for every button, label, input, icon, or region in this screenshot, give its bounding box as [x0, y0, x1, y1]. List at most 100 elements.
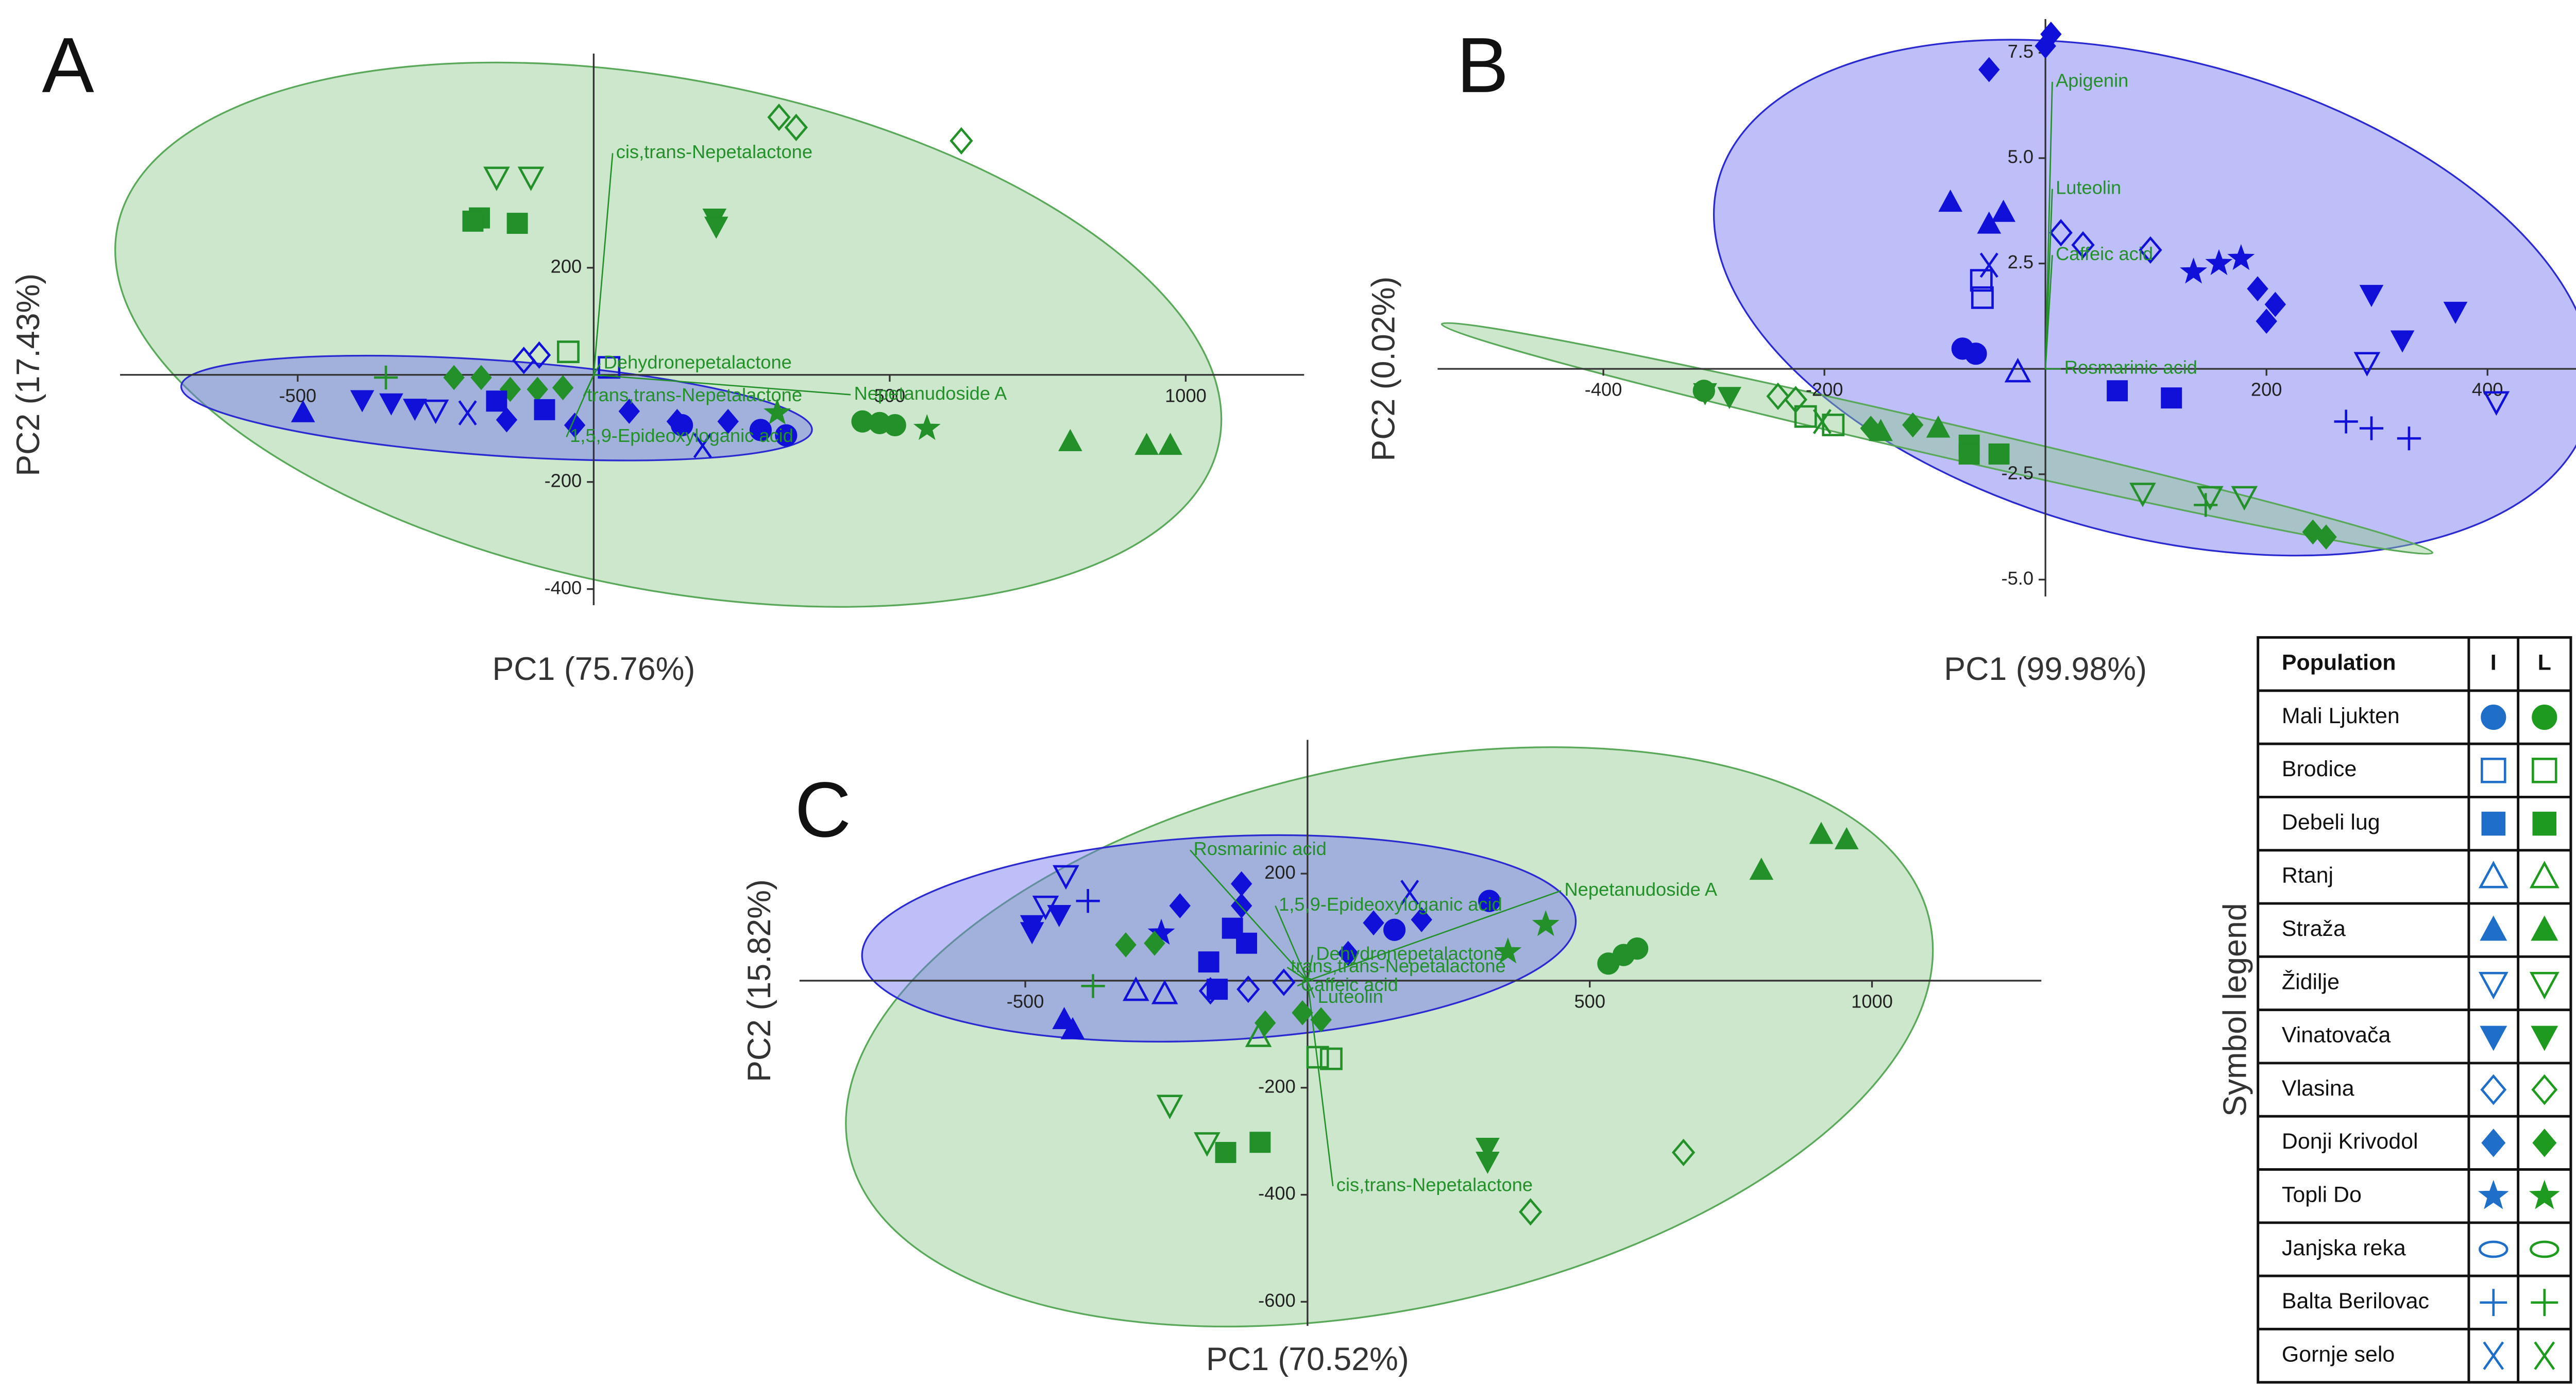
- point: [1411, 907, 1432, 932]
- x-tick-label: -500: [1007, 990, 1044, 1012]
- point: [2205, 249, 2233, 276]
- loading-label: Caffeic acid: [2056, 243, 2153, 264]
- point: [1053, 865, 1079, 890]
- point: [1060, 1017, 1085, 1039]
- point: [374, 365, 398, 390]
- point: [2071, 231, 2095, 259]
- point: [1249, 1132, 1271, 1153]
- point: [534, 399, 555, 420]
- legend-population: Vinatovača: [2282, 1023, 2391, 1048]
- loading-label: cis,trans-Nepetalactone: [1336, 1174, 1533, 1195]
- x-tick-label: -200: [1806, 379, 1843, 400]
- x-tick-label: 1000: [1851, 990, 1893, 1012]
- point: [517, 166, 545, 192]
- point: [1476, 1151, 1500, 1174]
- point: [1383, 918, 1406, 941]
- point: [1363, 910, 1384, 936]
- x-tick-label: -400: [1585, 379, 1622, 400]
- confidence-ellipse: [861, 834, 1577, 1043]
- point: [1478, 890, 1501, 912]
- point: [2139, 236, 2162, 264]
- legend-population: Debeli lug: [2282, 810, 2380, 834]
- point: [670, 414, 693, 437]
- legend-marker: [2532, 758, 2557, 783]
- legend-population: Židilje: [2282, 969, 2340, 994]
- point: [1794, 405, 1817, 428]
- point: [443, 365, 465, 390]
- point: [1115, 932, 1137, 958]
- point: [2397, 426, 2421, 451]
- loading-label: Caffeic acid: [1301, 974, 1398, 995]
- point: [1158, 433, 1182, 455]
- point: [1151, 979, 1178, 1004]
- point: [704, 216, 728, 239]
- point: [2359, 416, 2384, 440]
- point: [1809, 822, 1834, 844]
- point: [884, 414, 906, 437]
- point: [1194, 1132, 1221, 1157]
- point: [1834, 827, 1859, 849]
- point: [1991, 199, 2015, 222]
- point: [1144, 930, 1165, 956]
- panel-letter: A: [42, 22, 94, 109]
- legend-marker: [2478, 971, 2509, 1000]
- point: [2129, 483, 2156, 507]
- point: [1400, 880, 1419, 905]
- point: [2256, 309, 2277, 334]
- point: [1979, 252, 1998, 278]
- loading-vector: [593, 153, 614, 375]
- point: [1230, 893, 1252, 918]
- loading-vector: [2044, 255, 2053, 369]
- legend-population: Balta Berilovac: [2282, 1289, 2429, 1313]
- loading-vector: [593, 363, 601, 375]
- confidence-ellipse: [114, 61, 1223, 608]
- point: [950, 127, 973, 155]
- y-tick-label: -200: [545, 470, 582, 491]
- legend-title: Symbol legend: [2217, 903, 2253, 1117]
- point: [2264, 292, 2286, 317]
- point: [402, 399, 427, 421]
- point: [512, 347, 536, 374]
- point: [693, 433, 712, 458]
- point: [1169, 893, 1191, 918]
- point: [2107, 380, 2128, 402]
- legend-marker: [2531, 1026, 2558, 1051]
- point: [2049, 219, 2073, 247]
- point: [1964, 343, 1987, 365]
- legend-marker: [2534, 1341, 2555, 1370]
- point: [1236, 975, 1260, 1003]
- point: [767, 104, 791, 131]
- legend-marker: [2530, 1240, 2560, 1258]
- point: [1626, 937, 1649, 960]
- legend-marker: [2529, 971, 2560, 1000]
- point: [1058, 429, 1082, 451]
- point: [458, 400, 477, 426]
- loading-label: Dehydronepetalactone: [604, 352, 792, 373]
- loading-label: 1,5,9-Epideoxyloganic acid: [570, 425, 793, 446]
- point: [486, 390, 507, 412]
- y-tick-label: -400: [1258, 1183, 1296, 1204]
- point: [1938, 190, 1963, 212]
- point: [1081, 974, 1105, 998]
- point: [1032, 895, 1059, 920]
- point: [527, 341, 551, 369]
- legend-marker: [2529, 861, 2560, 889]
- legend-marker: [2531, 915, 2558, 941]
- point: [2161, 387, 2182, 409]
- loading-vector: [594, 374, 851, 396]
- point: [2247, 276, 2268, 302]
- legend-population: Straža: [2282, 916, 2346, 941]
- point: [717, 408, 739, 434]
- point: [1971, 286, 1994, 309]
- loading-label: Luteolin: [2056, 177, 2121, 198]
- point: [1134, 433, 1159, 455]
- y-tick-label: 200: [1264, 862, 1296, 883]
- point: [2443, 301, 2468, 324]
- point: [2035, 33, 2056, 59]
- loading-vector: [1307, 954, 1314, 981]
- y-axis-label: PC2 (0.02%): [1365, 277, 1401, 462]
- loading-label: Nepetanudoside A: [1564, 879, 1717, 900]
- point: [1749, 858, 1774, 880]
- confidence-ellipse: [845, 746, 1934, 1328]
- x-tick-label: 1000: [1165, 385, 1207, 406]
